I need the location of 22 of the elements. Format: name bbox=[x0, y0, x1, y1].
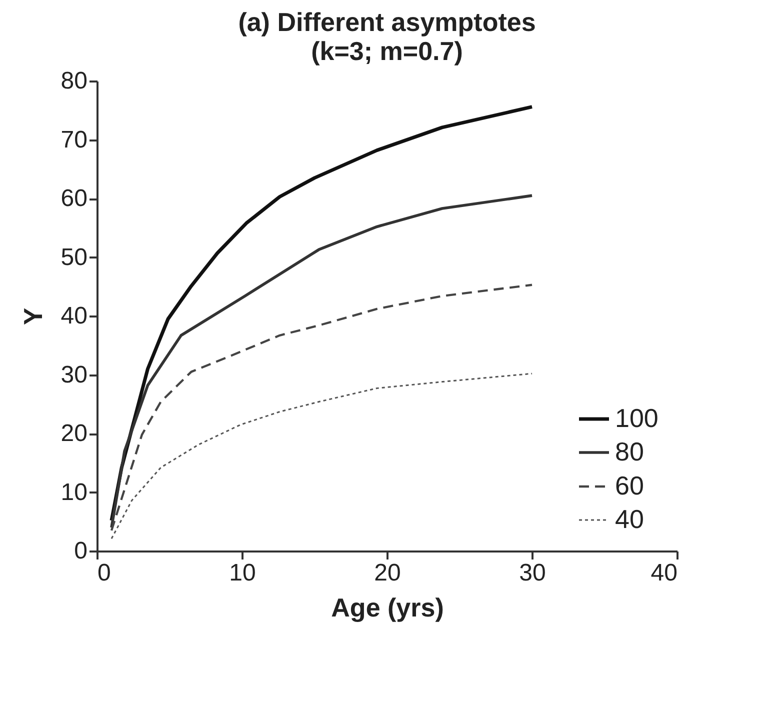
legend-label: 60 bbox=[615, 470, 644, 500]
legend-label: 100 bbox=[615, 403, 658, 433]
y-axis-title: Y bbox=[18, 308, 48, 326]
chart-subtitle: (k=3; m=0.7) bbox=[311, 36, 463, 66]
y-tick-label: 70 bbox=[60, 126, 88, 154]
x-tick-label: 30 bbox=[519, 560, 546, 586]
x-tick-label: 20 bbox=[374, 560, 401, 586]
y-tick-label: 50 bbox=[60, 244, 88, 271]
y-tick-label: 30 bbox=[60, 361, 88, 388]
y-tick-label: 20 bbox=[60, 420, 88, 447]
x-tick-label: 0 bbox=[98, 560, 111, 586]
chart-title: (a) Different asymptotes bbox=[238, 7, 536, 37]
y-tick-label: 80 bbox=[60, 68, 88, 94]
y-tick-label: 40 bbox=[60, 302, 88, 330]
y-tick-label: 0 bbox=[74, 538, 88, 564]
y-tick-label: 10 bbox=[60, 478, 88, 506]
x-tick-label: 10 bbox=[229, 560, 256, 586]
x-tick-label: 40 bbox=[650, 560, 678, 586]
legend-label: 80 bbox=[615, 436, 644, 466]
x-axis-title: Age (yrs) bbox=[331, 592, 444, 622]
legend-label: 40 bbox=[615, 504, 644, 534]
y-tick-label: 60 bbox=[60, 185, 88, 212]
